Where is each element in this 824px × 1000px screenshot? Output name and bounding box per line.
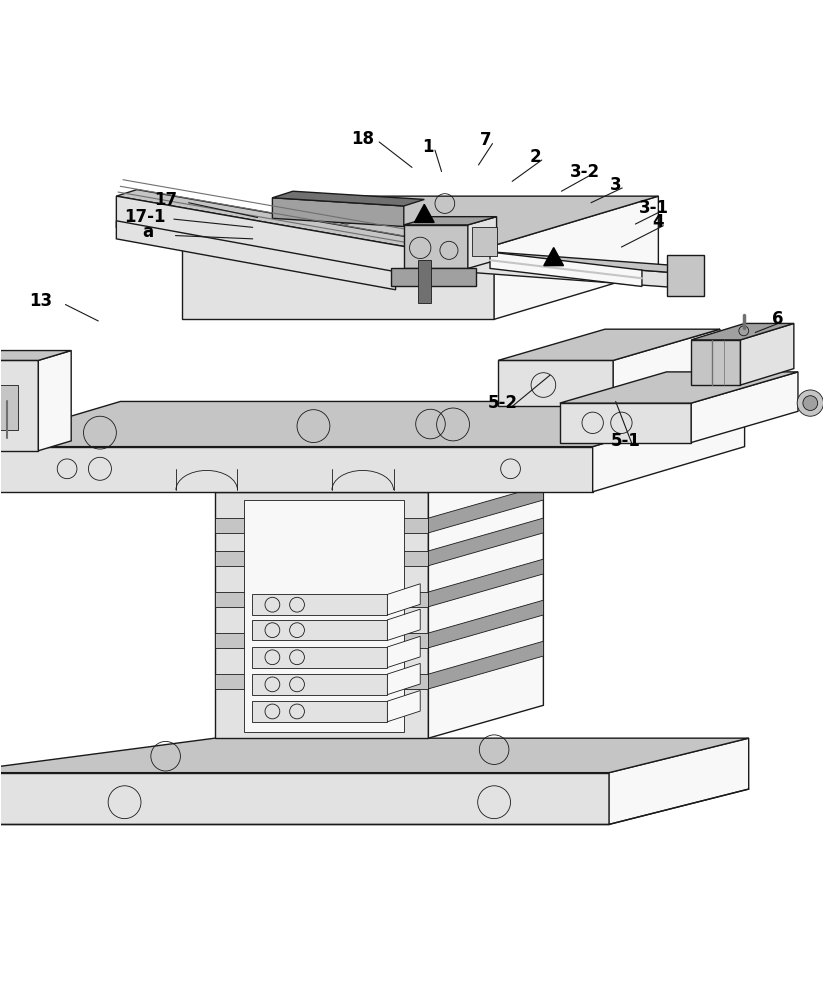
Text: 13: 13 <box>29 292 53 310</box>
Polygon shape <box>472 227 497 256</box>
Polygon shape <box>691 372 798 443</box>
Text: 17: 17 <box>154 191 177 209</box>
Polygon shape <box>0 385 18 430</box>
Text: 3-1: 3-1 <box>639 199 669 217</box>
Text: 3-2: 3-2 <box>569 163 600 181</box>
Polygon shape <box>252 647 387 668</box>
Text: a: a <box>142 223 153 241</box>
Polygon shape <box>691 340 741 385</box>
Text: 17-1: 17-1 <box>124 208 166 226</box>
Polygon shape <box>428 641 543 689</box>
Polygon shape <box>116 221 396 290</box>
Polygon shape <box>215 674 428 689</box>
Polygon shape <box>667 255 704 296</box>
Polygon shape <box>428 518 543 566</box>
Text: 1: 1 <box>423 138 434 156</box>
Polygon shape <box>428 459 543 738</box>
Polygon shape <box>387 636 420 668</box>
Polygon shape <box>273 191 424 206</box>
Polygon shape <box>691 323 794 340</box>
Polygon shape <box>683 268 704 288</box>
Polygon shape <box>494 196 658 319</box>
Polygon shape <box>215 633 428 648</box>
Polygon shape <box>490 252 642 286</box>
Polygon shape <box>544 248 564 266</box>
Polygon shape <box>428 600 543 648</box>
Polygon shape <box>252 701 387 722</box>
Polygon shape <box>387 663 420 695</box>
Polygon shape <box>182 196 658 245</box>
Polygon shape <box>613 329 720 406</box>
Text: 18: 18 <box>351 130 374 148</box>
Polygon shape <box>252 674 387 695</box>
Polygon shape <box>404 225 468 268</box>
Polygon shape <box>215 492 428 738</box>
Circle shape <box>739 326 749 336</box>
Polygon shape <box>592 401 745 492</box>
Polygon shape <box>215 551 428 566</box>
Text: 2: 2 <box>529 148 541 166</box>
Text: 5-1: 5-1 <box>611 432 640 450</box>
Polygon shape <box>215 592 428 607</box>
Polygon shape <box>414 204 434 222</box>
Polygon shape <box>252 620 387 640</box>
Polygon shape <box>0 773 609 824</box>
Polygon shape <box>428 559 543 607</box>
Polygon shape <box>252 594 387 615</box>
Circle shape <box>803 396 817 410</box>
Polygon shape <box>741 323 794 385</box>
Polygon shape <box>215 459 543 492</box>
Polygon shape <box>0 401 745 447</box>
Polygon shape <box>116 190 466 254</box>
Polygon shape <box>499 360 613 406</box>
Polygon shape <box>215 518 428 533</box>
Polygon shape <box>0 360 39 451</box>
Polygon shape <box>404 217 497 225</box>
Polygon shape <box>418 260 431 303</box>
Polygon shape <box>0 351 71 360</box>
Text: 3: 3 <box>610 176 621 194</box>
Polygon shape <box>559 372 798 403</box>
Text: 4: 4 <box>653 213 664 231</box>
Polygon shape <box>0 447 592 492</box>
Polygon shape <box>39 351 71 451</box>
Text: 5-2: 5-2 <box>487 394 517 412</box>
Circle shape <box>797 390 823 416</box>
Polygon shape <box>609 738 749 824</box>
Polygon shape <box>428 485 543 533</box>
Polygon shape <box>387 609 420 640</box>
Polygon shape <box>273 198 404 227</box>
Polygon shape <box>499 329 720 360</box>
Polygon shape <box>461 251 704 273</box>
Polygon shape <box>387 691 420 722</box>
Polygon shape <box>391 268 476 286</box>
Polygon shape <box>116 196 445 285</box>
Polygon shape <box>461 257 683 288</box>
Polygon shape <box>182 245 494 319</box>
Polygon shape <box>0 738 749 773</box>
Text: 6: 6 <box>772 310 783 328</box>
Polygon shape <box>387 584 420 615</box>
Polygon shape <box>244 500 404 732</box>
Polygon shape <box>559 403 691 443</box>
Polygon shape <box>468 217 497 268</box>
Text: 7: 7 <box>480 131 492 149</box>
